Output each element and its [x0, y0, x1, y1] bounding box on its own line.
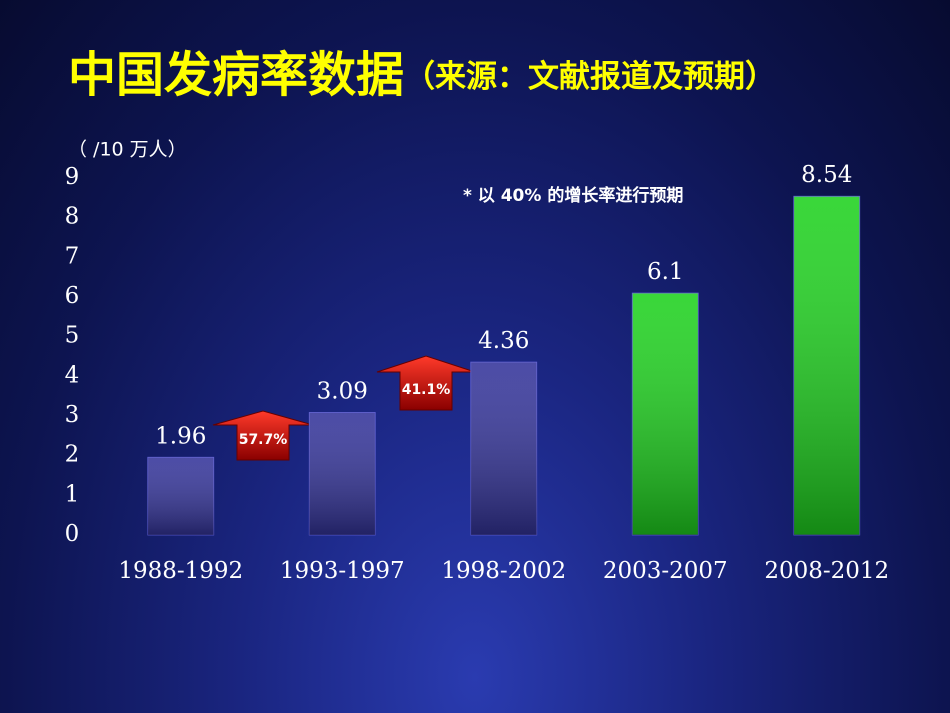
arrow-shape [212, 410, 314, 461]
value-label: 8.54 [801, 162, 852, 188]
y-tick-label: 1 [65, 481, 80, 507]
bar [308, 412, 376, 536]
y-tick-label: 3 [65, 402, 80, 428]
bar [793, 195, 861, 536]
growth-arrow: 57.7% [212, 410, 314, 461]
y-tick-label: 2 [65, 442, 80, 468]
y-tick-label: 7 [65, 243, 80, 269]
y-tick-label: 8 [65, 204, 80, 230]
bar [470, 361, 538, 536]
x-tick-label: 1998-2002 [441, 558, 566, 584]
growth-label: 41.1% [402, 382, 451, 398]
y-tick-label: 6 [65, 283, 80, 309]
x-tick-label: 2008-2012 [764, 558, 889, 584]
value-label: 6.1 [647, 259, 684, 285]
bar [147, 456, 215, 536]
y-tick-label: 0 [65, 521, 80, 547]
growth-label: 57.7% [239, 432, 288, 448]
x-tick-label: 1988-1992 [118, 558, 243, 584]
bar [631, 292, 699, 536]
title-main: 中国发病率数据 [68, 47, 404, 103]
x-tick-label: 2003-2007 [603, 558, 728, 584]
x-tick-label: 1993-1997 [280, 558, 405, 584]
value-label: 1.96 [155, 423, 206, 449]
title: 中国发病率数据（来源：文献报道及预期） [68, 47, 776, 103]
subtitle: （来源：文献报道及预期） [404, 59, 776, 95]
y-tick-label: 4 [65, 362, 80, 388]
y-tick-label: 5 [65, 323, 80, 349]
growth-arrow: 41.1% [376, 355, 476, 411]
y-tick-label: 9 [65, 164, 80, 190]
value-label: 3.09 [317, 378, 368, 404]
value-label: 4.36 [478, 328, 529, 354]
arrow-shape [376, 355, 476, 411]
annotation: * 以 40% 的增长率进行预期 [463, 185, 683, 206]
y-axis-label: （ /10 万人） [68, 139, 187, 161]
